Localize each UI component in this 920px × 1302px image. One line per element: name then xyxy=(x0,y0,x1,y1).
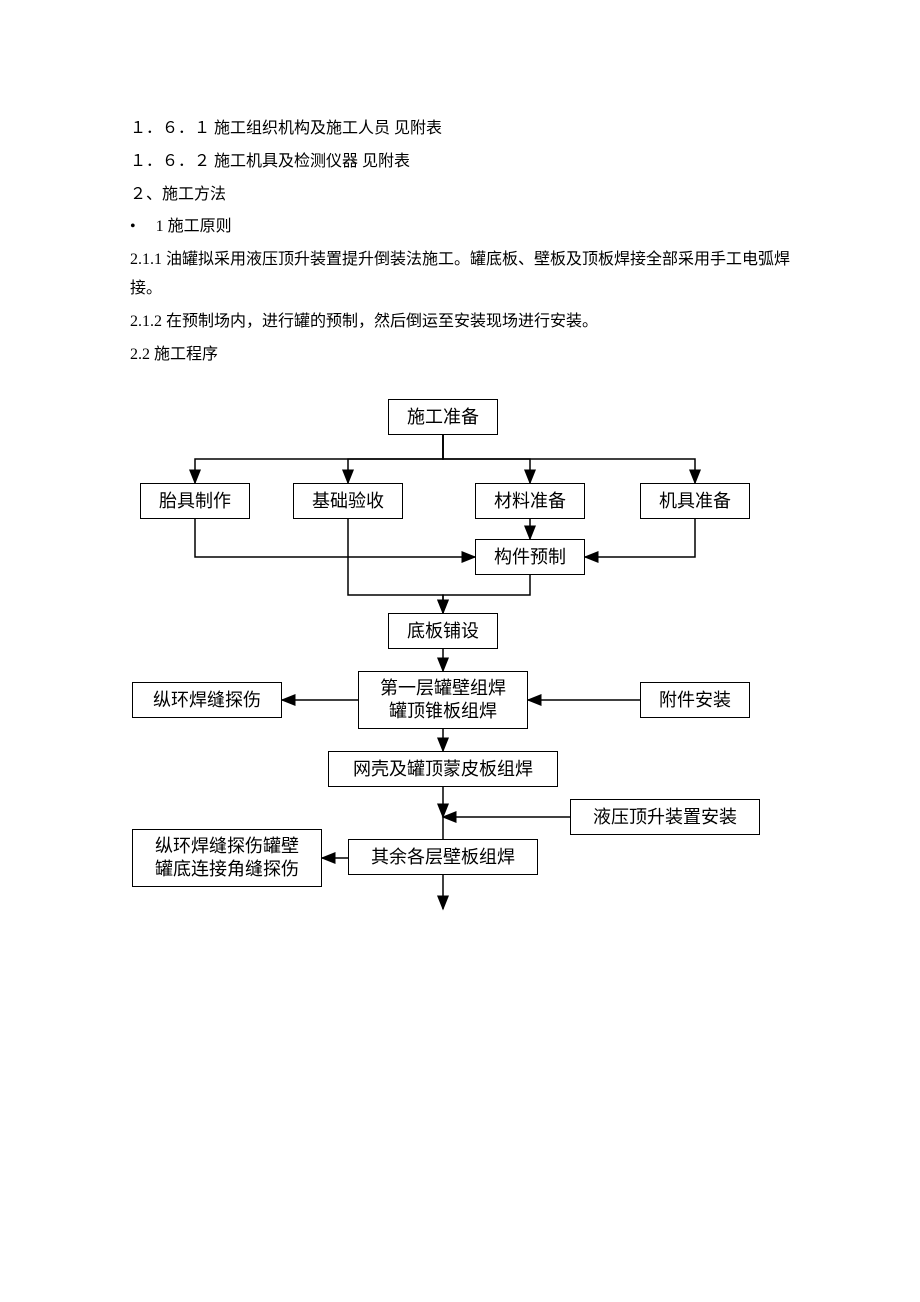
flowchart-edge-3 xyxy=(443,435,695,483)
flowchart-node-n1: 施工准备 xyxy=(388,399,498,435)
flowchart-edge-6 xyxy=(585,519,695,557)
flowchart-node-n2c: 材料准备 xyxy=(475,483,585,519)
flowchart-node-n5l: 纵环焊缝探伤 xyxy=(132,682,282,718)
text-line-6: 2.1.2 在预制场内，进行罐的预制，然后倒运至安装现场进行安装。 xyxy=(130,308,790,337)
flowchart-edge-2 xyxy=(443,435,530,483)
text-line-2: １．６．２ 施工机具及检测仪器 见附表 xyxy=(130,148,790,177)
flowchart-node-n8l: 纵环焊缝探伤罐壁 罐底连接角缝探伤 xyxy=(132,829,322,887)
flowchart-node-n2d: 机具准备 xyxy=(640,483,750,519)
flowchart-node-n5: 第一层罐壁组焊 罐顶锥板组焊 xyxy=(358,671,528,729)
text-line-3: ２、施工方法 xyxy=(130,181,790,210)
flowchart-node-n3: 构件预制 xyxy=(475,539,585,575)
flowchart-node-n8: 其余各层壁板组焊 xyxy=(348,839,538,875)
text-line-7: 2.2 施工程序 xyxy=(130,341,790,370)
text-line-4: • 1 施工原则 xyxy=(130,213,790,242)
flowchart-edge-1 xyxy=(348,435,443,483)
text-line-1: １．６．１ 施工组织机构及施工人员 见附表 xyxy=(130,115,790,144)
flowchart-node-n6: 网壳及罐顶蒙皮板组焊 xyxy=(328,751,558,787)
flowchart-node-n7r: 液压顶升装置安装 xyxy=(570,799,760,835)
flowchart-node-n4: 底板铺设 xyxy=(388,613,498,649)
flowchart-node-n2b: 基础验收 xyxy=(293,483,403,519)
flowchart-node-n5r: 附件安装 xyxy=(640,682,750,718)
flowchart-edge-0 xyxy=(195,435,443,483)
flowchart-edge-5 xyxy=(195,519,475,557)
text-line-5: 2.1.1 油罐拟采用液压顶升装置提升倒装法施工。罐底板、壁板及顶板焊接全部采用… xyxy=(130,246,790,304)
construction-flowchart: 施工准备胎具制作 基础验收 材料准备 机具准备构件预制底板铺设第一层罐壁组焊 罐顶锥板… xyxy=(130,399,790,939)
flowchart-edge-7 xyxy=(348,519,443,613)
flowchart-node-n2a: 胎具制作 xyxy=(140,483,250,519)
flowchart-edge-8 xyxy=(443,575,530,613)
